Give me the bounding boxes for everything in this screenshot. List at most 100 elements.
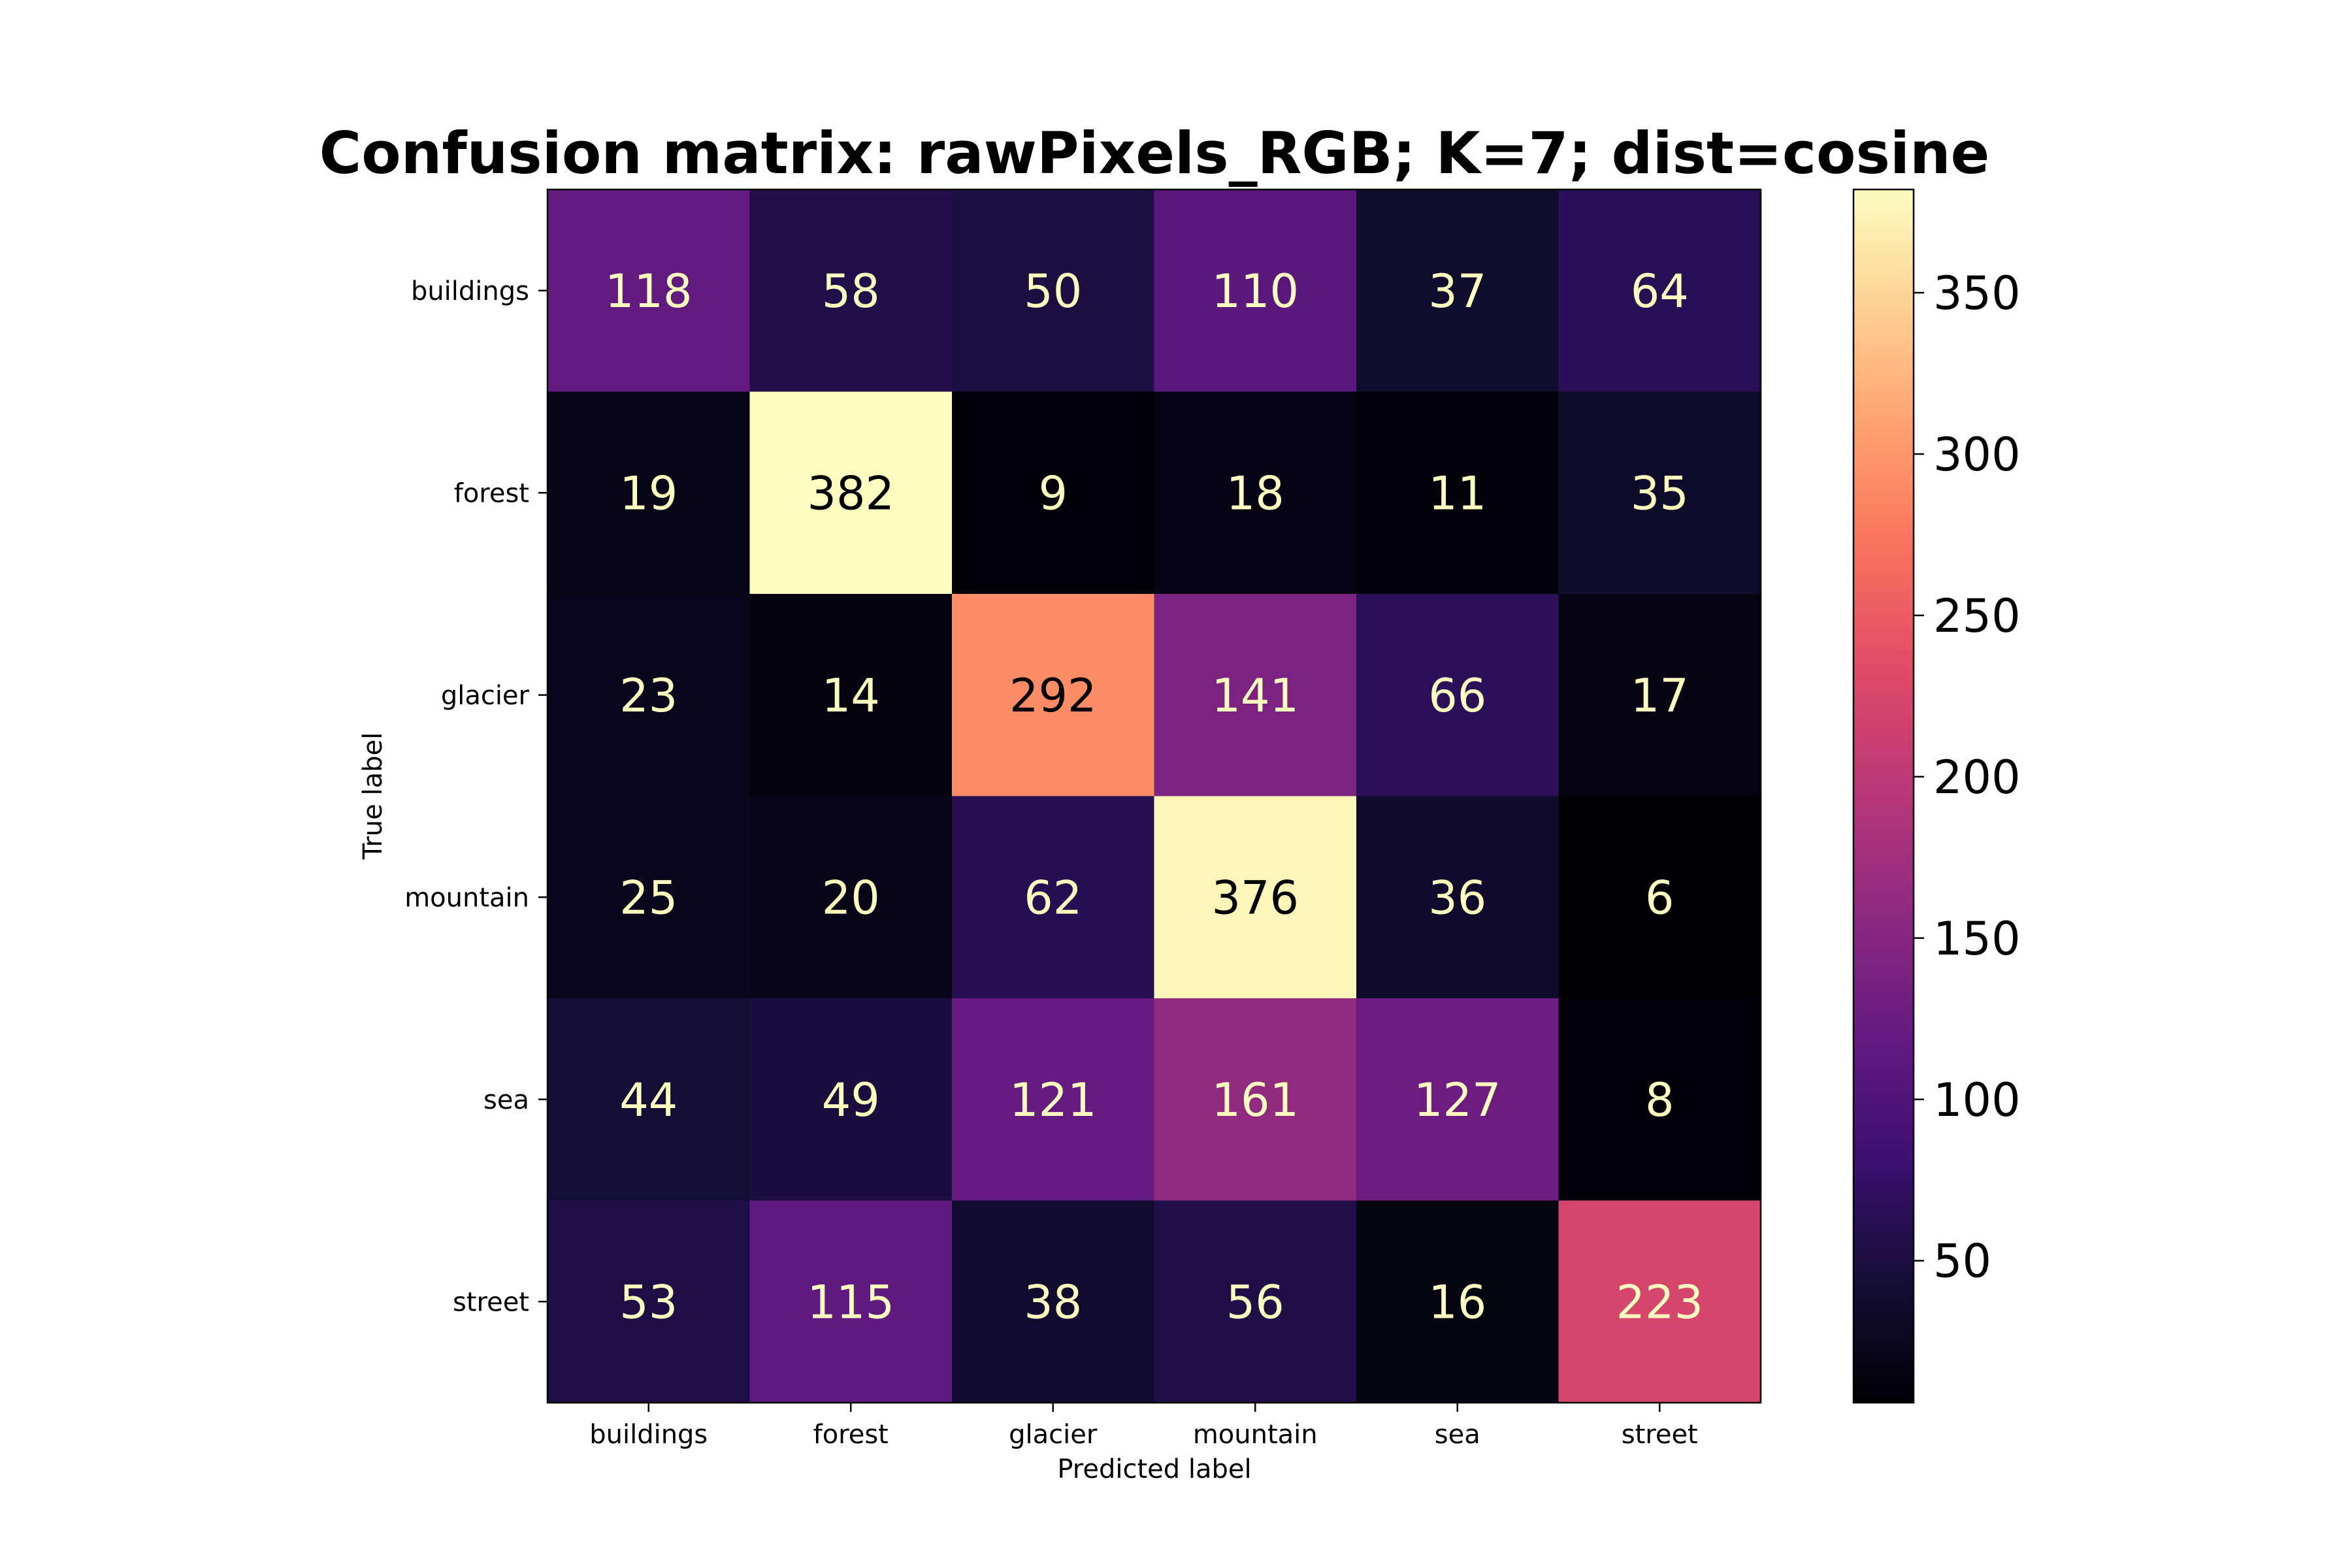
colorbar-tick-label: 150 <box>1933 912 2021 966</box>
heatmap-cell-0-4 <box>1356 189 1559 392</box>
cell-value-5-1: 115 <box>807 1275 894 1329</box>
cell-value-4-0: 44 <box>619 1073 678 1127</box>
y-tick-label: forest <box>454 478 529 508</box>
x-axis-ticks: buildings forest glacier mountain sea street <box>589 1403 1698 1450</box>
cell-value-0-2: 50 <box>1024 265 1082 318</box>
heatmap-cell-5-3 <box>1154 1200 1357 1403</box>
colorbar-tick-label: 300 <box>1933 428 2021 482</box>
heatmap-cell-4-5 <box>1558 998 1761 1201</box>
cell-value-3-1: 20 <box>822 871 880 924</box>
colorbar-tick-label: 350 <box>1933 267 2021 320</box>
x-tick-label: forest <box>813 1420 889 1450</box>
cell-value-1-4: 11 <box>1428 466 1486 520</box>
x-tick-label: mountain <box>1193 1420 1318 1450</box>
x-tick-label: street <box>1622 1420 1698 1450</box>
cell-value-2-0: 23 <box>619 669 678 723</box>
cell-value-4-1: 49 <box>822 1073 880 1127</box>
colorbar-tick-label: 200 <box>1933 751 2021 804</box>
y-tick-label: mountain <box>404 883 529 913</box>
heatmap-cell-3-0 <box>547 796 750 999</box>
heatmap-cell-1-2 <box>952 391 1154 595</box>
heatmap-cell-4-1 <box>749 998 953 1201</box>
y-tick-label: street <box>453 1287 529 1317</box>
cell-value-3-2: 62 <box>1024 871 1082 924</box>
cell-value-2-2: 292 <box>1009 669 1097 723</box>
heatmap-cell-2-1 <box>749 594 953 796</box>
heatmap-cell-1-4 <box>1356 391 1559 595</box>
cell-value-1-1: 382 <box>807 466 894 520</box>
heatmap-cell-0-5 <box>1558 189 1761 392</box>
cell-value-2-3: 141 <box>1211 669 1299 723</box>
heatmap-cell-labels: 118 58 50 110 37 64 19 382 9 18 11 35 23 14 292 141 66 17… <box>605 265 1703 1330</box>
heatmap-cell-1-1 <box>749 391 953 595</box>
heatmap-cell-5-2 <box>952 1200 1154 1403</box>
heatmap-cell-3-3 <box>1154 796 1357 999</box>
heatmap-cell-0-3 <box>1154 189 1357 392</box>
x-tick-label: sea <box>1435 1420 1480 1450</box>
y-axis-ticks: buildings forest glacier mountain sea street <box>404 276 547 1317</box>
cell-value-1-5: 35 <box>1631 466 1689 520</box>
heatmap-cell-4-2 <box>952 998 1154 1201</box>
cell-value-3-0: 25 <box>619 871 678 924</box>
y-tick-label: glacier <box>441 681 530 711</box>
x-tick-label: buildings <box>589 1420 708 1450</box>
heatmap-cell-5-4 <box>1356 1200 1559 1403</box>
heatmap-cell-0-1 <box>749 189 953 392</box>
cell-value-5-0: 53 <box>619 1275 678 1329</box>
heatmap-frame <box>546 188 1762 1404</box>
heatmap-cell-5-0 <box>547 1200 750 1403</box>
y-tick-label: sea <box>483 1085 529 1115</box>
cell-value-2-1: 14 <box>822 669 880 723</box>
heatmap-cell-4-0 <box>547 998 750 1201</box>
cell-value-0-1: 58 <box>822 265 880 318</box>
colorbar-tick-label: 250 <box>1933 589 2021 643</box>
colorbar <box>1854 189 1914 1403</box>
x-tick-label: glacier <box>1009 1420 1098 1450</box>
heatmap-cell-3-4 <box>1356 796 1559 999</box>
cell-value-5-4: 16 <box>1428 1275 1486 1329</box>
colorbar-frame <box>1852 188 1915 1404</box>
heatmap-cell-5-1 <box>749 1200 953 1403</box>
heatmap-cell-2-4 <box>1356 594 1559 796</box>
cell-value-5-2: 38 <box>1024 1275 1082 1329</box>
x-axis-label: Predicted label <box>1057 1454 1251 1484</box>
cell-value-0-5: 64 <box>1631 265 1689 318</box>
heatmap-cell-3-2 <box>952 796 1154 999</box>
heatmap-cell-0-2 <box>952 189 1154 392</box>
cell-value-4-3: 161 <box>1211 1073 1299 1127</box>
y-tick-label: buildings <box>411 276 529 306</box>
heatmap-cells <box>547 189 1761 1403</box>
cell-value-1-0: 19 <box>619 466 678 520</box>
heatmap-cell-4-4 <box>1356 998 1559 1201</box>
cell-value-5-5: 223 <box>1616 1275 1703 1329</box>
cell-value-1-2: 9 <box>1038 466 1068 520</box>
heatmap-cell-3-5 <box>1558 796 1761 999</box>
chart-title: Confusion matrix: rawPixels_RGB; K=7; di… <box>319 120 1990 187</box>
cell-value-0-4: 37 <box>1428 265 1486 318</box>
cell-value-3-3: 376 <box>1211 871 1299 924</box>
heatmap-cell-1-3 <box>1154 391 1357 595</box>
heatmap-cell-2-0 <box>547 594 750 796</box>
y-axis-label: True label <box>358 732 388 860</box>
cell-value-3-4: 36 <box>1428 871 1486 924</box>
cell-value-3-5: 6 <box>1645 871 1674 924</box>
cell-value-5-3: 56 <box>1226 1275 1284 1329</box>
cell-value-2-4: 66 <box>1428 669 1486 723</box>
heatmap-cell-4-3 <box>1154 998 1357 1201</box>
colorbar-tick-label: 50 <box>1933 1235 1991 1288</box>
colorbar-ticks: 50 100 150 200 250 300 350 <box>1914 267 2021 1288</box>
cell-value-0-3: 110 <box>1211 265 1299 318</box>
cell-value-1-3: 18 <box>1226 466 1284 520</box>
cell-value-2-5: 17 <box>1631 669 1689 723</box>
cell-value-4-2: 121 <box>1009 1073 1097 1127</box>
heatmap-cell-1-5 <box>1558 391 1761 595</box>
cell-value-4-4: 127 <box>1414 1073 1501 1127</box>
heatmap-cell-2-3 <box>1154 594 1357 796</box>
cell-value-0-0: 118 <box>605 265 693 318</box>
colorbar-tick-label: 100 <box>1933 1073 2021 1127</box>
heatmap-cell-3-1 <box>749 796 953 999</box>
heatmap-cell-2-5 <box>1558 594 1761 796</box>
heatmap-cell-2-2 <box>952 594 1154 796</box>
heatmap-cell-5-5 <box>1558 1200 1761 1403</box>
